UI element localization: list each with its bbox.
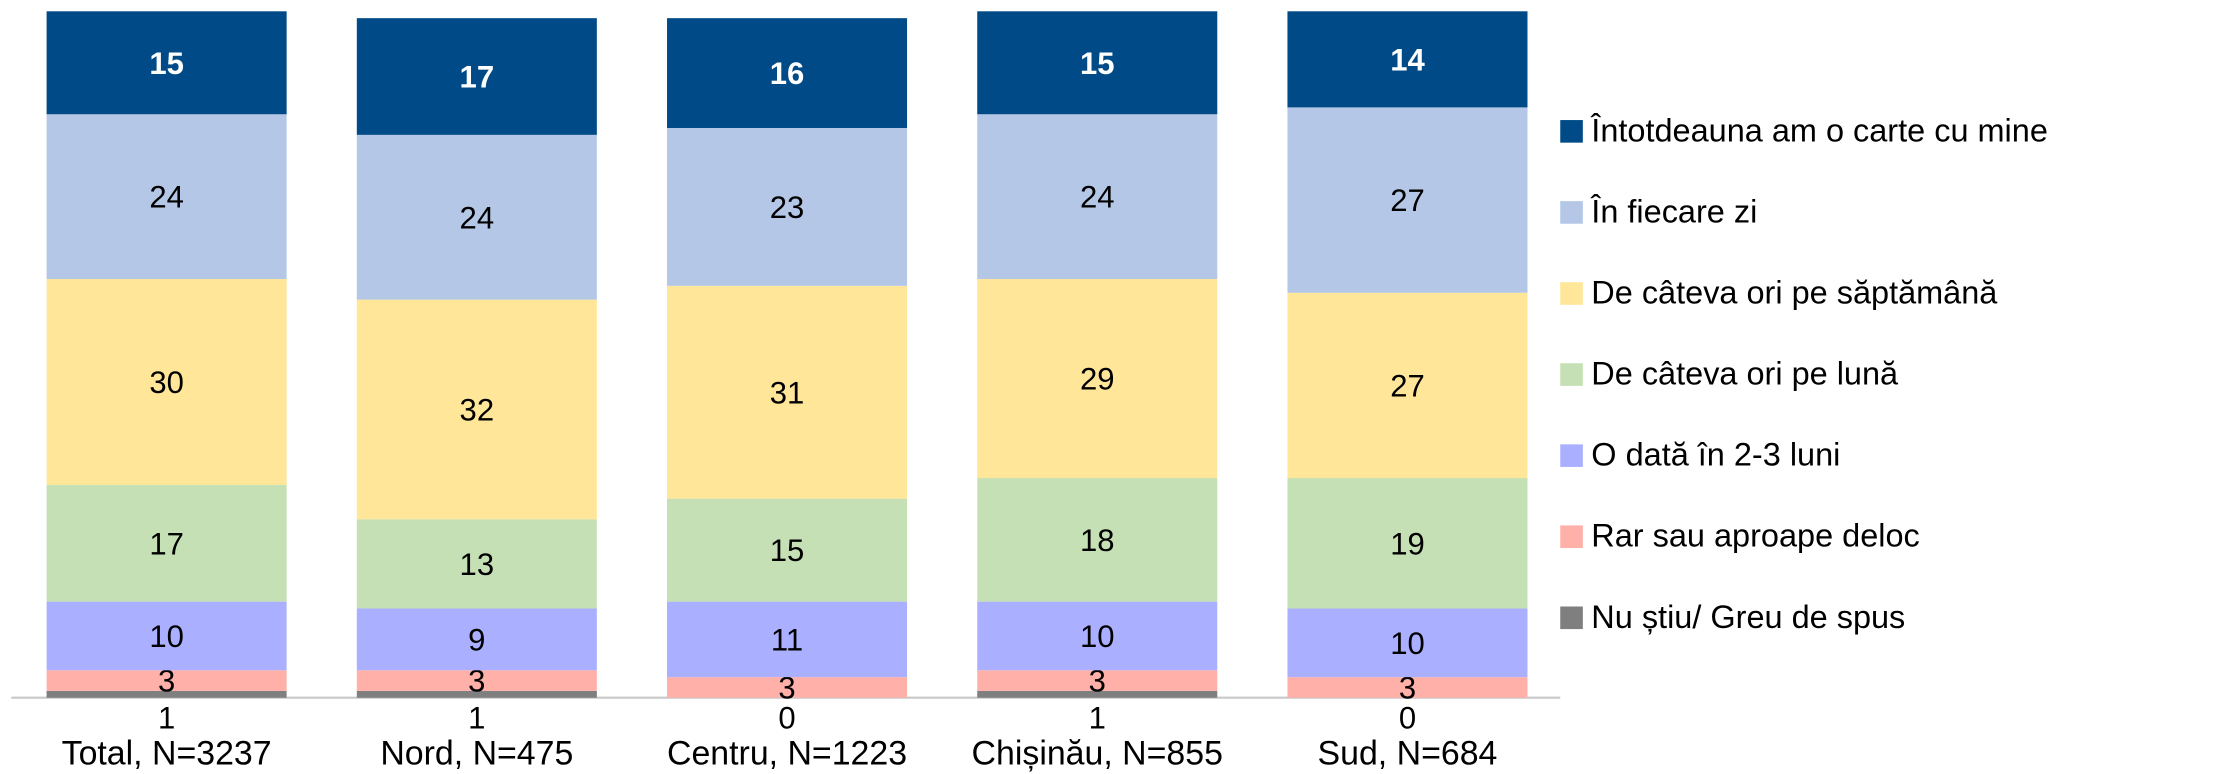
value-label: 27 bbox=[1390, 368, 1425, 403]
x-tick-label: Nord, N=475 bbox=[380, 735, 573, 773]
bar-segment bbox=[46, 670, 287, 691]
value-label: 15 bbox=[770, 533, 805, 568]
legend-label: Rar sau aproape deloc bbox=[1591, 518, 1919, 554]
value-label: 24 bbox=[460, 200, 495, 235]
bar-segment bbox=[46, 11, 287, 115]
bar-segment bbox=[356, 299, 597, 520]
bar-segment bbox=[1287, 677, 1528, 698]
value-label: 3 bbox=[468, 664, 485, 699]
value-label: 10 bbox=[1080, 619, 1115, 654]
value-label: 16 bbox=[770, 56, 805, 91]
value-label: 1 bbox=[158, 701, 175, 736]
legend-label: Întotdeauna am o carte cu mine bbox=[1590, 112, 2048, 148]
value-label: 3 bbox=[778, 670, 795, 705]
bar-segment bbox=[1287, 11, 1528, 108]
bar-segment bbox=[1287, 292, 1528, 479]
bar-segment bbox=[1287, 478, 1528, 609]
bar-segment bbox=[667, 127, 908, 286]
bar-segment bbox=[667, 677, 908, 698]
value-label: 3 bbox=[1089, 664, 1106, 699]
value-label: 17 bbox=[149, 526, 184, 561]
bar-segment bbox=[667, 18, 908, 128]
legend-label: În fiecare zi bbox=[1590, 193, 1757, 229]
bar-segment bbox=[356, 670, 597, 691]
value-label: 15 bbox=[149, 46, 184, 81]
value-label: 30 bbox=[149, 365, 184, 400]
bar-segment bbox=[1287, 107, 1528, 293]
bar-segment bbox=[977, 478, 1218, 602]
x-tick-label: Centru, N=1223 bbox=[667, 735, 907, 773]
bar-segment bbox=[46, 279, 287, 485]
value-label: 10 bbox=[1390, 626, 1425, 661]
x-tick-label: Chișinău, N=855 bbox=[972, 735, 1223, 773]
value-label: 24 bbox=[1080, 180, 1115, 215]
legend-swatch bbox=[1560, 282, 1583, 305]
legend-swatch bbox=[1560, 444, 1583, 467]
bar-segment bbox=[977, 601, 1218, 671]
legend-swatch bbox=[1560, 201, 1583, 224]
bar-segment bbox=[977, 11, 1218, 115]
value-label: 0 bbox=[778, 701, 795, 736]
legend-label: Nu știu/ Greu de spus bbox=[1591, 599, 1905, 635]
bar-segment bbox=[1287, 608, 1528, 678]
bar-segment bbox=[977, 690, 1218, 698]
value-label: 17 bbox=[460, 60, 495, 95]
value-label: 31 bbox=[770, 375, 805, 410]
bar-segment bbox=[667, 601, 908, 678]
legend-label: De câteva ori pe săptămână bbox=[1591, 274, 1998, 310]
bar-segment bbox=[356, 519, 597, 609]
value-label: 27 bbox=[1390, 183, 1425, 218]
bar-segment bbox=[977, 279, 1218, 479]
x-tick-label: Total, N=3237 bbox=[62, 735, 272, 773]
legend-swatch bbox=[1560, 606, 1583, 630]
bar-segment bbox=[356, 608, 597, 671]
bar-segment bbox=[46, 114, 287, 280]
x-tick-label: Sud, N=684 bbox=[1318, 735, 1498, 773]
legend-swatch bbox=[1560, 363, 1583, 386]
value-label: 24 bbox=[149, 180, 184, 215]
bar-segment bbox=[46, 601, 287, 671]
value-label: 13 bbox=[460, 547, 495, 582]
value-label: 10 bbox=[149, 619, 184, 654]
value-label: 3 bbox=[158, 664, 175, 699]
bar-segment bbox=[46, 484, 287, 602]
value-label: 3 bbox=[1399, 670, 1416, 705]
value-label: 11 bbox=[771, 622, 803, 657]
value-label: 32 bbox=[460, 392, 495, 427]
bar-segment bbox=[356, 18, 597, 135]
value-label: 29 bbox=[1080, 362, 1115, 397]
value-label: 0 bbox=[1399, 701, 1416, 736]
value-label: 1 bbox=[468, 701, 485, 736]
bar-segment bbox=[46, 690, 287, 698]
bar-segment bbox=[356, 690, 597, 698]
legend-swatch bbox=[1560, 525, 1583, 549]
bar-segment bbox=[977, 114, 1218, 280]
legend-label: De câteva ori pe lună bbox=[1591, 356, 1899, 392]
bar-segment bbox=[356, 134, 597, 300]
legend-swatch bbox=[1560, 120, 1583, 143]
bar-segment bbox=[667, 498, 908, 602]
value-label: 19 bbox=[1390, 526, 1425, 561]
value-label: 1 bbox=[1089, 701, 1106, 736]
value-label: 15 bbox=[1080, 46, 1115, 81]
legend-label: O dată în 2-3 luni bbox=[1591, 437, 1840, 473]
value-label: 9 bbox=[468, 622, 485, 657]
value-label: 23 bbox=[770, 190, 805, 225]
value-label: 18 bbox=[1080, 523, 1115, 558]
value-label: 14 bbox=[1390, 42, 1425, 77]
bar-segment bbox=[667, 285, 908, 499]
bar-segment bbox=[977, 670, 1218, 691]
